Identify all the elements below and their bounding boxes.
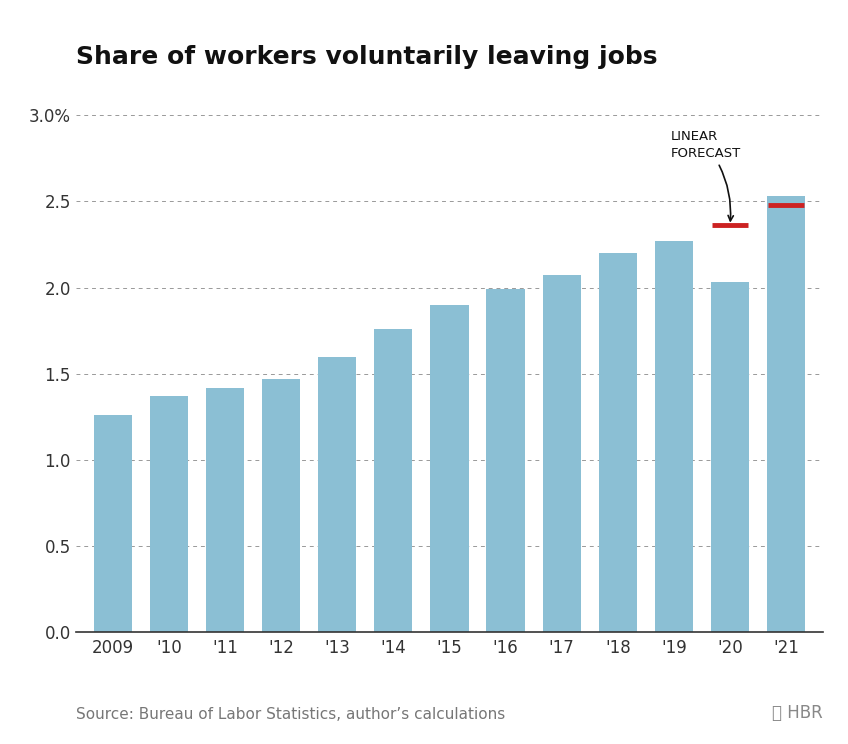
Text: LINEAR
FORECAST: LINEAR FORECAST: [671, 130, 741, 221]
Bar: [206, 388, 244, 632]
Bar: [150, 397, 188, 632]
Bar: [543, 275, 581, 632]
Bar: [655, 241, 693, 632]
Bar: [262, 379, 300, 632]
Bar: [94, 415, 132, 632]
Text: Source: Bureau of Labor Statistics, author’s calculations: Source: Bureau of Labor Statistics, auth…: [76, 707, 505, 722]
Text: ⎕ HBR: ⎕ HBR: [772, 704, 823, 722]
Bar: [599, 253, 637, 632]
Bar: [374, 329, 412, 632]
Bar: [767, 196, 805, 632]
Bar: [711, 283, 749, 632]
Bar: [318, 356, 356, 632]
Text: Share of workers voluntarily leaving jobs: Share of workers voluntarily leaving job…: [76, 45, 658, 69]
Bar: [487, 289, 525, 632]
Bar: [431, 305, 468, 632]
